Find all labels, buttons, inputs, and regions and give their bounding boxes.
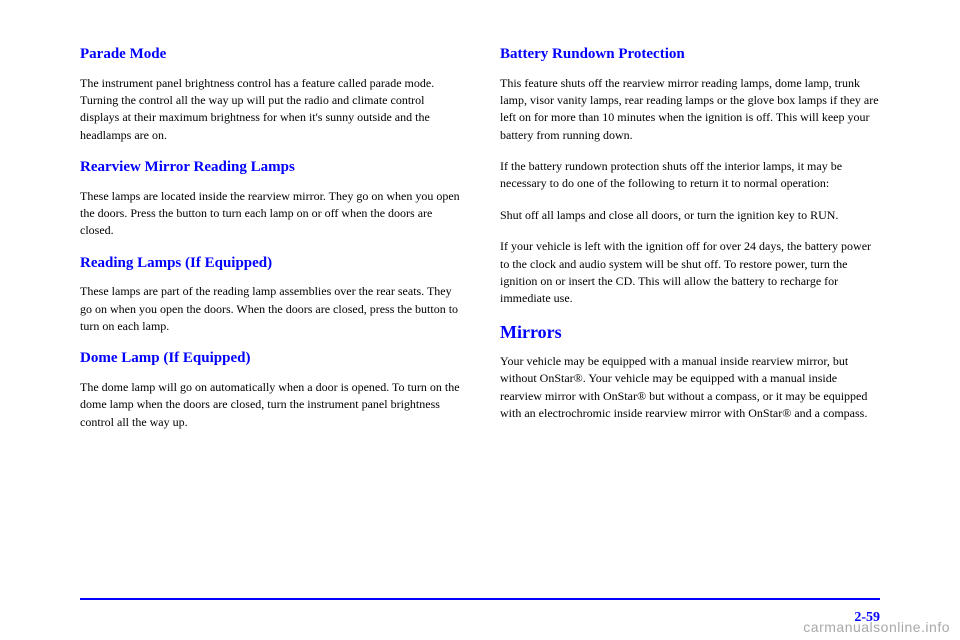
heading-battery-rundown: Battery Rundown Protection [500,45,880,65]
para: If the battery rundown protection shuts … [500,158,880,193]
right-column: Battery Rundown Protection This feature … [500,45,880,445]
para: The instrument panel brightness control … [80,75,460,145]
para: Shut off all lamps and close all doors, … [500,207,880,224]
left-column: Parade Mode The instrument panel brightn… [80,45,460,445]
heading-reading-lamps: Reading Lamps (If Equipped) [80,254,460,274]
para: These lamps are located inside the rearv… [80,188,460,240]
para: The dome lamp will go on automatically w… [80,379,460,431]
footer-rule [80,598,880,600]
page-content: Parade Mode The instrument panel brightn… [0,0,960,445]
heading-dome-lamp: Dome Lamp (If Equipped) [80,349,460,369]
para: This feature shuts off the rearview mirr… [500,75,880,145]
heading-mirrors: Mirrors [500,322,880,343]
para: Your vehicle may be equipped with a manu… [500,353,880,423]
para: If your vehicle is left with the ignitio… [500,238,880,308]
heading-parade-mode: Parade Mode [80,45,460,65]
watermark: carmanualsonline.info [803,619,950,635]
heading-rearview-lamps: Rearview Mirror Reading Lamps [80,158,460,178]
para: These lamps are part of the reading lamp… [80,283,460,335]
